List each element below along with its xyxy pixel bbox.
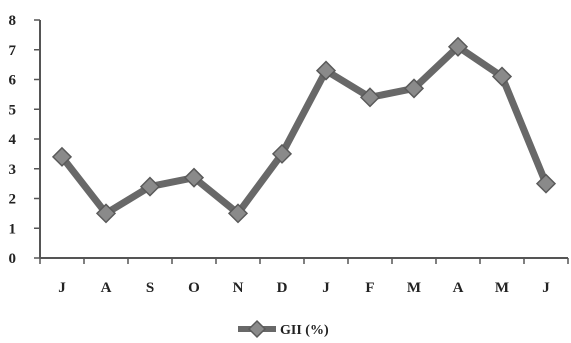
x-tick-label: M bbox=[407, 280, 421, 296]
data-point bbox=[491, 66, 513, 87]
legend: GII (%) bbox=[238, 319, 329, 339]
x-tick-label: N bbox=[233, 280, 244, 296]
legend-label: GII (%) bbox=[280, 323, 329, 338]
x-tick-label: F bbox=[365, 280, 374, 296]
data-point bbox=[315, 60, 337, 81]
data-point bbox=[535, 173, 557, 194]
series-gii bbox=[51, 36, 557, 224]
x-tick-label: J bbox=[542, 280, 550, 296]
data-point bbox=[447, 36, 469, 57]
data-point bbox=[139, 176, 161, 197]
data-point bbox=[183, 167, 205, 188]
x-tick-label: D bbox=[277, 280, 288, 296]
data-point bbox=[51, 146, 73, 167]
y-tick-label: 4 bbox=[9, 132, 17, 148]
y-tick-label: 0 bbox=[9, 251, 17, 267]
x-tick-label: J bbox=[58, 280, 66, 296]
x-tick-label: S bbox=[146, 280, 154, 296]
y-tick-label: 6 bbox=[9, 73, 17, 89]
y-tick-label: 3 bbox=[9, 162, 17, 178]
y-tick-label: 5 bbox=[9, 102, 17, 118]
data-point bbox=[359, 87, 381, 108]
series-line bbox=[58, 43, 550, 217]
y-tick-label: 7 bbox=[9, 43, 17, 59]
data-point bbox=[95, 203, 117, 224]
x-tick-label: M bbox=[495, 280, 509, 296]
data-point bbox=[403, 78, 425, 99]
y-tick-label: 8 bbox=[9, 13, 17, 29]
x-tick-label: J bbox=[322, 280, 330, 296]
x-tick-label: O bbox=[188, 280, 200, 296]
y-axis-ticks: 0 1 2 3 4 5 6 7 8 bbox=[9, 13, 40, 267]
x-tick-label: A bbox=[101, 280, 112, 296]
x-tick-label: A bbox=[453, 280, 464, 296]
data-point bbox=[271, 143, 293, 164]
y-tick-label: 1 bbox=[9, 221, 17, 237]
legend-diamond-marker bbox=[247, 319, 267, 339]
data-point bbox=[227, 203, 249, 224]
y-tick-label: 2 bbox=[9, 192, 17, 208]
